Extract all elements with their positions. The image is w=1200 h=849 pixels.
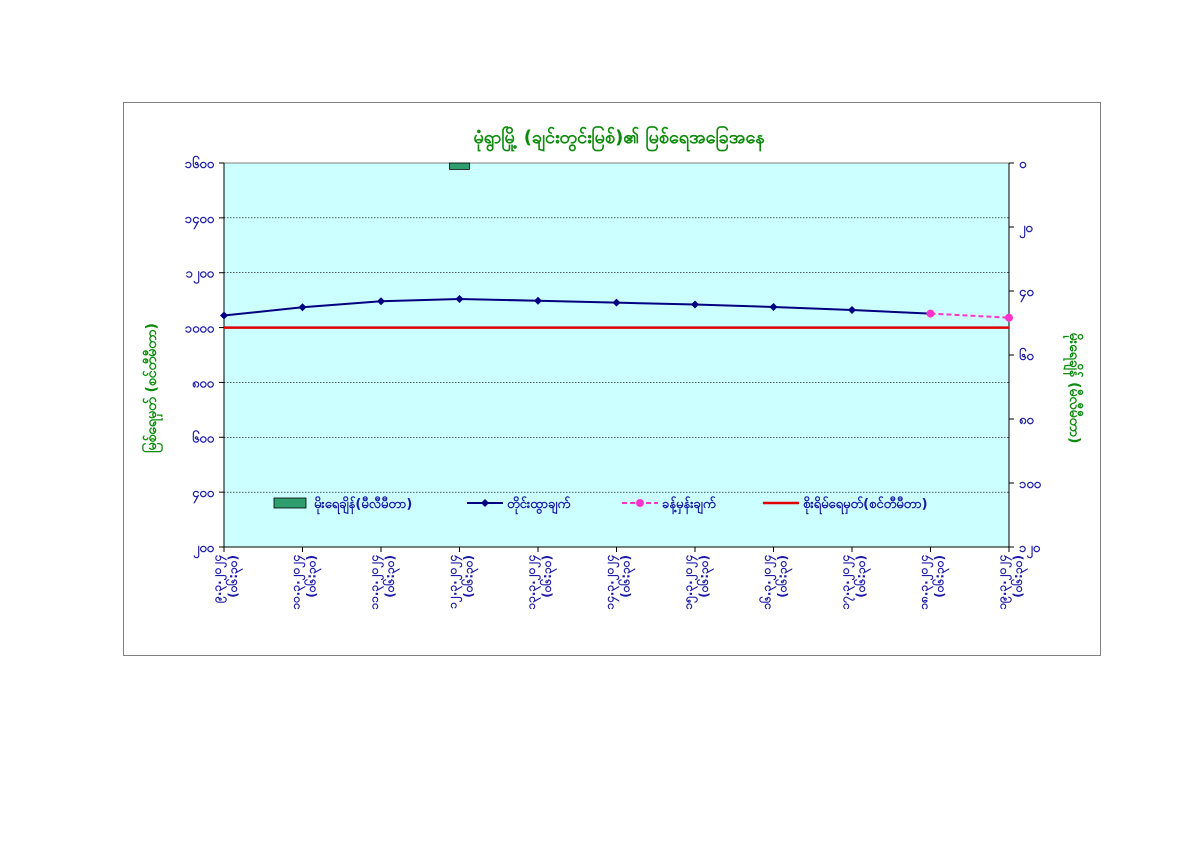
y-axis-title: မြစ်ရေမှတ် (စင်တီမီတာ) bbox=[142, 323, 163, 453]
y2-tick-label: ၀ bbox=[1019, 157, 1027, 172]
x-tick-label: ၁၁.၃.၂၀၂၄ (၀၆:၃၀) bbox=[367, 555, 401, 610]
x-tick-label: ၁၀.၃.၂၀၂၄ (၀၆:၃၀) bbox=[289, 555, 323, 610]
x-tick-time: (၀၆:၃၀) bbox=[852, 555, 872, 598]
legend-marker-forecast bbox=[636, 499, 644, 507]
x-axis-ticks: ၉.၃.၂၀၂၄ (၀၆:၃၀) ၁၀.၃.၂၀၂၄ (၀၆:၃၀) ၁၁.၃.၂၀၂၄… bbox=[210, 547, 1029, 610]
y-axis-ticks: ၂၀၀ ၄၀၀ ၆၀၀ ၈၀၀ ၁၀၀၀ ၁၂၀၀ ၁၄၀၀ ၁၆၀၀ bbox=[185, 155, 224, 559]
y2-tick-label: ၆၀ bbox=[1019, 347, 1034, 364]
x-tick-label: ၁၄.၃.၂၀၂၄ (၀၆:၃၀) bbox=[603, 555, 637, 610]
x-tick-date: ၁၇.၃.၂၀၂၄ bbox=[838, 555, 856, 610]
x-tick-date: ၉.၃.၂၀၂၄ bbox=[210, 555, 228, 604]
x-tick-label: ၁၆.၃.၂၀၂၄ (၀၆:၃၀) bbox=[758, 555, 794, 610]
x-tick-time: (၀၆:၃၀) bbox=[303, 555, 323, 598]
forecast-line bbox=[930, 312, 1010, 319]
rain-bar bbox=[449, 162, 470, 170]
x-tick-time: (၀၆:၃၀) bbox=[931, 555, 951, 598]
x-tick-time: (၀၆:၃၀) bbox=[617, 555, 637, 598]
legend-label: တိုင်းထွာချက် bbox=[507, 495, 570, 515]
y2-tick-label: ၄၀ bbox=[1019, 285, 1034, 303]
x-tick-date: ၁၉.၃.၂၀၂၄ bbox=[995, 555, 1013, 610]
chart-title: မုံရွာမြို့ (ချင်းတွင်းမြစ်)၏ မြစ်ရေအခြေ… bbox=[473, 125, 765, 152]
legend-swatch-rain bbox=[273, 497, 307, 509]
legend-label: စိုးရိမ်ရေမှတ်(စင်တီမီတာ) bbox=[803, 495, 928, 515]
x-tick-label: ၉.၃.၂၀၂၄ (၀၆:၃၀) bbox=[210, 555, 244, 604]
y-tick-label: ၄၀၀ bbox=[192, 486, 215, 504]
x-tick-date: ၁၅.၃.၂၀၂၄ bbox=[681, 555, 699, 610]
observed-point bbox=[691, 300, 699, 309]
series-layer bbox=[220, 162, 1013, 329]
x-tick-time: (၀၆:၃၀) bbox=[695, 555, 715, 598]
x-tick-label: ၁၇.၃.၂၀၂၄ (၀၆:၃၀) bbox=[838, 555, 872, 610]
y2-tick-label: ၂၀ bbox=[1019, 221, 1033, 239]
x-tick-date: ၁၄.၃.၂၀၂၄ bbox=[603, 555, 621, 610]
legend-marker-observed bbox=[481, 499, 489, 507]
x-tick-date: ၁၂.၃.၂၀၂၄ bbox=[446, 555, 464, 609]
y-tick-label: ၁၀၀၀ bbox=[185, 322, 215, 337]
observed-line bbox=[223, 298, 931, 317]
x-tick-time: (၀၆:၃၀) bbox=[381, 555, 401, 598]
observed-point bbox=[612, 298, 621, 307]
x-tick-label: ၁၂.၃.၂၀၂၄ (၀၆:၃၀) bbox=[446, 555, 480, 609]
y-tick-label: ၁၆၀၀ bbox=[185, 155, 215, 172]
x-tick-date: ၁၈.၃.၂၀၂၄ bbox=[917, 555, 935, 610]
legend-label: ခန့်မှန်းချက် bbox=[662, 495, 716, 515]
y-tick-label: ၆၀၀ bbox=[192, 429, 215, 446]
x-tick-time: (၀၆:၃၀) bbox=[538, 555, 558, 598]
forecast-point bbox=[926, 309, 935, 318]
legend: မိုးရေချိန်(မီလီမီတာ) တိုင်းထွာချက် ခန့်မှ… bbox=[273, 495, 928, 515]
observed-point bbox=[220, 311, 228, 320]
x-tick-label: ၁၈.၃.၂၀၂၄ (၀၆:၃၀) bbox=[917, 555, 951, 610]
y-tick-label: ၁၂၀၀ bbox=[186, 267, 215, 285]
x-tick-date: ၁၆.၃.၂၀၂၄ bbox=[758, 555, 778, 610]
y2-tick-label: ၁၂၀ bbox=[1019, 541, 1041, 559]
observed-point bbox=[298, 303, 307, 312]
chart-frame: ၂၀၀ ၄၀၀ ၆၀၀ ၈၀၀ ၁၀၀၀ ၁၂၀၀ ၁၄၀၀ ၁၆၀၀ ၀၂၀ ၄၀ ၆၀ ၈၀ ၁၀… bbox=[123, 102, 1101, 656]
legend-label: မိုးရေချိန်(မီလီမီတာ) bbox=[314, 495, 412, 515]
y-tick-label: ၈၀၀ bbox=[192, 376, 215, 391]
observed-point bbox=[769, 303, 778, 311]
y2-tick-label: ၈၀ bbox=[1019, 413, 1034, 428]
y-tick-label: ၁၄၀၀ bbox=[185, 212, 215, 230]
x-tick-time: (၀၆:၃၀) bbox=[1009, 555, 1029, 598]
x-tick-label: ၁၃.၃.၂၀၂၄ (၀၆:၃၀) bbox=[524, 555, 558, 610]
x-tick-time: (၀၆:၃၀) bbox=[774, 555, 794, 598]
forecast-point bbox=[1005, 313, 1013, 322]
x-tick-label: ၁၅.၃.၂၀၂၄ (၀၆:၃၀) bbox=[681, 555, 715, 610]
x-tick-date: ၁၁.၃.၂၀၂၄ bbox=[367, 555, 385, 610]
x-tick-date: ၁၃.၃.၂၀၂၄ bbox=[524, 555, 542, 610]
x-tick-label: ၁၉.၃.၂၀၂၄ (၀၆:၃၀) bbox=[995, 555, 1029, 610]
y2-axis-title: မိုးရေချိန် (မီလီမီတာ) bbox=[1063, 333, 1083, 444]
y-tick-label: ၂၀၀ bbox=[193, 541, 215, 559]
plot-area bbox=[223, 162, 1010, 548]
observed-point bbox=[455, 295, 464, 304]
x-tick-time: (၀၆:၃၀) bbox=[460, 555, 480, 598]
observed-point bbox=[848, 306, 856, 315]
observed-point bbox=[534, 296, 542, 305]
x-tick-time: (၀၆:၃၀) bbox=[224, 555, 244, 598]
y2-tick-label: ၁၀၀ bbox=[1019, 477, 1042, 492]
observed-point bbox=[377, 297, 385, 306]
x-tick-date: ၁၀.၃.၂၀၂၄ bbox=[289, 555, 307, 610]
